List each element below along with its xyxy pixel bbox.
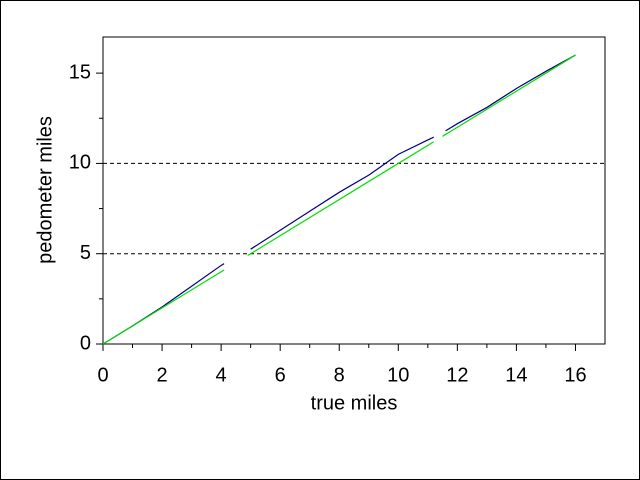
x-tick-label: 14 bbox=[505, 364, 527, 386]
y-tick-label: 10 bbox=[69, 152, 91, 174]
x-tick-label: 0 bbox=[97, 364, 108, 386]
x-tick-label: 2 bbox=[156, 364, 167, 386]
x-tick-label: 10 bbox=[387, 364, 409, 386]
x-tick-label: 6 bbox=[275, 364, 286, 386]
y-tick-label: 15 bbox=[69, 61, 91, 83]
y-tick-label: 0 bbox=[80, 332, 91, 354]
x-tick-label: 4 bbox=[216, 364, 227, 386]
x-tick-label: 12 bbox=[446, 364, 468, 386]
plot-frame bbox=[102, 36, 606, 345]
x-axis-label: true miles bbox=[311, 392, 398, 414]
x-tick-label: 16 bbox=[564, 364, 586, 386]
x-tick-label: 8 bbox=[334, 364, 345, 386]
y-axis-label: pedometer miles bbox=[34, 116, 56, 264]
y-tick-label: 5 bbox=[80, 242, 91, 264]
series-line bbox=[102, 54, 576, 345]
